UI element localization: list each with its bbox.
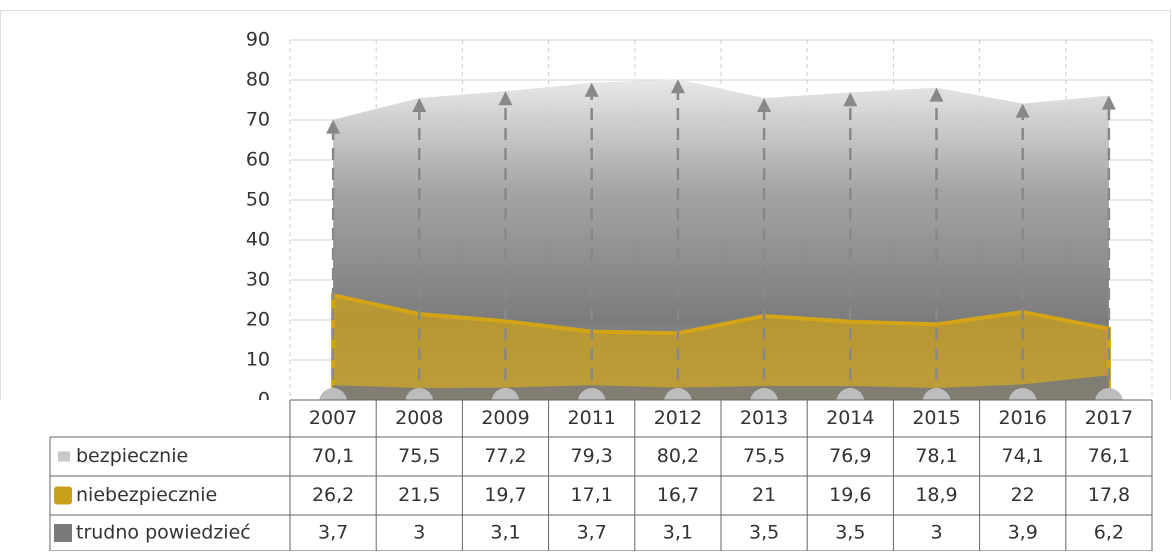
data-label: 3 [930, 522, 942, 544]
data-label: 3,1 [663, 522, 693, 544]
data-label: 74,1 [1002, 445, 1044, 467]
data-label: 26,2 [312, 484, 354, 506]
series-area [333, 79, 1109, 400]
arrow-head [498, 91, 513, 106]
series-area [333, 375, 1109, 400]
arrow-head [843, 92, 858, 107]
data-label: 17,1 [571, 484, 613, 506]
data-label: 77,2 [484, 445, 526, 467]
x-tick-label: 2014 [826, 407, 874, 429]
data-label: 3,9 [1008, 522, 1038, 544]
x-tick-label: 2016 [999, 407, 1047, 429]
legend-label: trudno powiedzieć [76, 522, 251, 544]
data-label: 3 [413, 522, 425, 544]
data-label: 21 [752, 484, 776, 506]
x-tick-label: 2007 [309, 407, 357, 429]
data-label: 21,5 [398, 484, 440, 506]
y-tick-label: 20 [246, 309, 270, 331]
x-tick-label: 2013 [740, 407, 788, 429]
data-label: 3,5 [835, 522, 865, 544]
data-label: 3,1 [490, 522, 520, 544]
y-tick-label: 60 [246, 149, 270, 171]
x-tick-label: 2011 [568, 407, 616, 429]
x-tick-label: 2015 [912, 407, 960, 429]
y-tick-label: 10 [246, 349, 270, 371]
y-tick-label: 50 [246, 189, 270, 211]
y-tick-label: 70 [246, 109, 270, 131]
data-label: 78,1 [915, 445, 957, 467]
legend-swatch [54, 524, 72, 542]
data-label: 22 [1011, 484, 1035, 506]
data-label: 3,7 [577, 522, 607, 544]
x-tick-label: 2009 [481, 407, 529, 429]
data-label: 3,7 [318, 522, 348, 544]
legend-label: niebezpiecznie [76, 484, 217, 506]
y-tick-label: 40 [246, 229, 270, 251]
arrow-head [412, 98, 427, 112]
arrow-head [757, 98, 772, 112]
data-label: 19,6 [829, 484, 871, 506]
x-tick-label: 2008 [395, 407, 443, 429]
arrow-head [1101, 95, 1116, 110]
arrow-head [326, 119, 341, 134]
data-label: 6,2 [1094, 522, 1124, 544]
data-label: 18,9 [915, 484, 957, 506]
data-label: 75,5 [398, 445, 440, 467]
legend-swatch [58, 451, 70, 462]
y-tick-label: 30 [246, 269, 270, 291]
data-label: 76,1 [1088, 445, 1130, 467]
data-label: 79,3 [571, 445, 613, 467]
arrow-head [1015, 103, 1030, 118]
legend-label: bezpiecznie [76, 445, 188, 467]
x-tick-label: 2017 [1085, 407, 1133, 429]
data-label: 17,8 [1088, 484, 1130, 506]
legend-swatch [54, 486, 72, 505]
data-label: 16,7 [657, 484, 699, 506]
arrow-head [584, 82, 599, 97]
data-label: 75,5 [743, 445, 785, 467]
data-label: 19,7 [484, 484, 526, 506]
y-tick-label: 80 [246, 69, 270, 91]
y-tick-label: 90 [246, 29, 270, 51]
arrow-head [929, 87, 944, 102]
data-label: 80,2 [657, 445, 699, 467]
data-label: 3,5 [749, 522, 779, 544]
data-label: 70,1 [312, 445, 354, 467]
data-label: 76,9 [829, 445, 871, 467]
arrow-head [670, 79, 685, 94]
x-tick-label: 2012 [654, 407, 702, 429]
